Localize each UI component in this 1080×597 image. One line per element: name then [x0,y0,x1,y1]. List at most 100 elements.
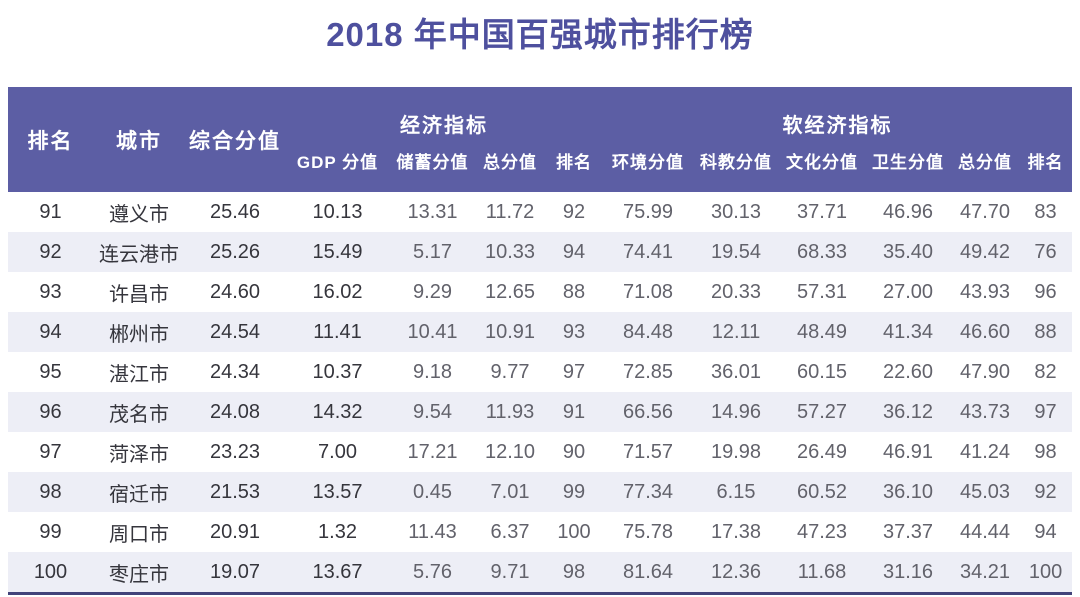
cell-savings_score: 9.29 [413,280,452,303]
cell-econ_total_score: 11.93 [485,400,535,423]
cell-rank: 99 [39,520,62,543]
cell-savings_score: 9.18 [413,360,452,383]
cell-composite_score: 24.54 [209,320,261,343]
cell-econ_total_score: 7.01 [490,480,530,503]
table-row: 97 菏泽市 23.23 7.00 17.21 12.10 90 71.57 19.98 26.4… [8,432,1073,472]
cell-city: 连云港市 [99,243,179,266]
cell-sci_edu_score: 12.11 [711,320,761,343]
cell-rank: 100 [33,560,68,583]
cell-composite_score: 21.53 [209,480,261,503]
cell-soft_rank: 97 [1034,400,1057,423]
cell-soft_total_score: 43.93 [959,280,1011,303]
cell-health_score: 41.34 [882,320,934,343]
cell-city: 遵义市 [109,203,169,226]
cell-soft_total_score: 46.60 [959,320,1011,343]
table-row: 98 宿迁市 21.53 13.57 0.45 7.01 99 77.34 6.15 60.52 3… [8,472,1073,512]
cell-soft_rank: 94 [1034,520,1057,543]
cell-culture_score: 48.49 [796,320,848,343]
cell-health_score: 35.40 [882,240,934,263]
header-composite-score: 综合分值 [185,87,285,192]
header-group-soft-economic: 软经济指标 [603,87,1073,142]
cell-soft_rank: 92 [1034,480,1057,503]
cell-city: 周口市 [109,523,169,546]
cell-sci_edu_score: 19.98 [710,440,762,463]
header-sub-row: GDP 分值 储蓄分值 总分值 排名 环境分值 科教分值 文化分值 卫生分值 总… [8,142,1073,192]
cell-env_score: 77.34 [622,480,674,503]
table-row: 99 周口市 20.91 1.32 11.43 6.37 100 75.78 17.38 47.2… [8,512,1073,552]
cell-rank: 94 [39,320,62,343]
cell-sci_edu_score: 6.15 [716,480,756,503]
cell-econ_total_score: 9.71 [490,560,530,583]
cell-econ_total_score: 11.72 [485,200,535,223]
cell-savings_score: 13.31 [407,200,458,223]
cell-soft_total_score: 43.73 [959,400,1011,423]
cell-econ_total_score: 12.65 [484,280,536,303]
cell-composite_score: 24.60 [209,280,261,303]
cell-culture_score: 26.49 [796,440,848,463]
header-culture-score: 文化分值 [779,142,865,192]
cell-health_score: 46.96 [882,200,934,223]
cell-soft_rank: 83 [1034,200,1057,223]
cell-culture_score: 11.68 [797,560,847,583]
cell-culture_score: 57.31 [796,280,848,303]
header-soft-rank: 排名 [1019,142,1073,192]
ranking-table-container: 排名 城市 综合分值 经济指标 软经济指标 GDP 分值 储蓄分值 总分值 排名… [8,87,1073,595]
table-row: 91 遵义市 25.46 10.13 13.31 11.72 92 75.99 30.13 37.… [8,192,1073,232]
cell-soft_total_score: 47.90 [959,360,1011,383]
table-row: 93 许昌市 24.60 16.02 9.29 12.65 88 71.08 20.33 57.3… [8,272,1073,312]
cell-savings_score: 5.17 [413,240,452,263]
cell-health_score: 27.00 [882,280,934,303]
table-row: 95 湛江市 24.34 10.37 9.18 9.77 97 72.85 36.01 60.15… [8,352,1073,392]
table-row: 100 枣庄市 19.07 13.67 5.76 9.71 98 81.64 12.36 11.6… [8,552,1073,592]
cell-sci_edu_score: 36.01 [710,360,762,383]
cell-health_score: 36.12 [882,400,934,423]
cell-culture_score: 68.33 [796,240,848,263]
cell-sci_edu_score: 12.36 [710,560,762,583]
cell-soft_total_score: 49.42 [959,240,1011,263]
header-soft-total-score: 总分值 [951,142,1019,192]
cell-city: 郴州市 [109,323,169,346]
cell-rank: 97 [39,440,62,463]
header-sci-edu-score: 科教分值 [693,142,779,192]
cell-soft_rank: 82 [1034,360,1057,383]
header-gdp-score: GDP 分值 [285,142,390,192]
cell-soft_rank: 100 [1028,560,1063,583]
cell-savings_score: 10.41 [407,320,458,343]
cell-econ_rank: 94 [562,240,586,263]
cell-env_score: 71.08 [622,280,674,303]
cell-econ_rank: 92 [562,200,586,223]
cell-econ_rank: 97 [562,360,586,383]
cell-composite_score: 25.26 [209,240,261,263]
cell-rank: 92 [39,240,62,263]
cell-gdp_score: 14.32 [312,400,363,423]
cell-sci_edu_score: 19.54 [710,240,762,263]
cell-env_score: 75.99 [622,200,674,223]
cell-econ_total_score: 10.91 [484,320,536,343]
cell-savings_score: 0.45 [413,480,452,503]
cell-soft_total_score: 44.44 [959,520,1011,543]
cell-culture_score: 60.15 [796,360,848,383]
page-title: 2018 年中国百强城市排行榜 [326,16,754,53]
cell-soft_total_score: 41.24 [959,440,1011,463]
header-group-row: 排名 城市 综合分值 经济指标 软经济指标 [8,87,1073,192]
table-row: 96 茂名市 24.08 14.32 9.54 11.93 91 66.56 14.96 57.2… [8,392,1073,432]
cell-econ_rank: 99 [562,480,586,503]
cell-composite_score: 20.91 [209,520,261,543]
cell-sci_edu_score: 30.13 [710,200,762,223]
cell-soft_rank: 76 [1034,240,1057,263]
cell-gdp_score: 16.02 [312,280,363,303]
cell-culture_score: 47.23 [796,520,848,543]
cell-composite_score: 24.34 [209,360,261,383]
cell-sci_edu_score: 20.33 [710,280,762,303]
cell-composite_score: 24.08 [209,400,261,423]
ranking-table: 排名 城市 综合分值 经济指标 软经济指标 GDP 分值 储蓄分值 总分值 排名… [8,87,1073,592]
cell-health_score: 22.60 [882,360,934,383]
cell-econ_total_score: 10.33 [484,240,536,263]
cell-env_score: 81.64 [622,560,674,583]
cell-sci_edu_score: 17.38 [710,520,762,543]
cell-env_score: 72.85 [622,360,674,383]
cell-health_score: 37.37 [882,520,934,543]
cell-city: 许昌市 [109,283,169,306]
cell-gdp_score: 13.67 [312,560,363,583]
cell-env_score: 75.78 [622,520,674,543]
